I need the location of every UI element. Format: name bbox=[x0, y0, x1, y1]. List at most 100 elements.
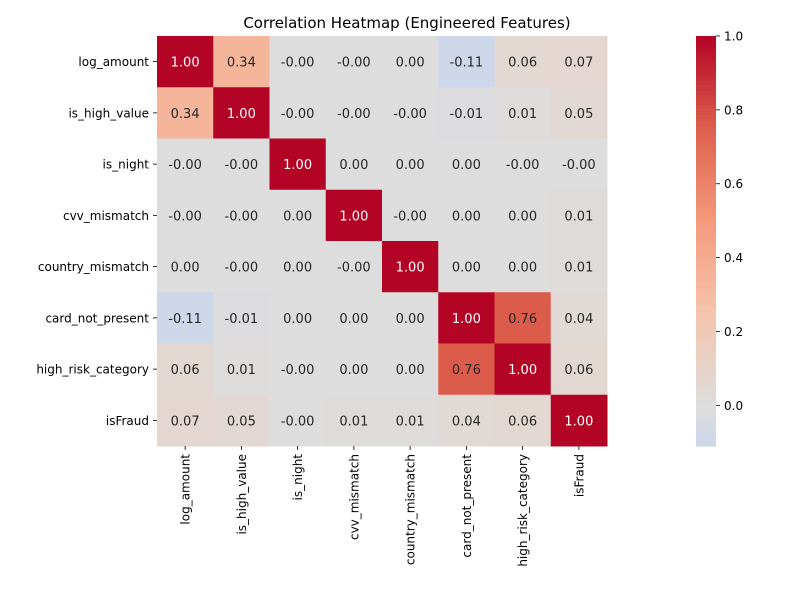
colorbar-segment bbox=[696, 384, 716, 389]
heatmap-cell bbox=[550, 343, 608, 396]
colorbar-segment bbox=[696, 162, 716, 167]
heatmap-cell bbox=[438, 292, 495, 344]
heatmap-cell bbox=[550, 36, 608, 88]
colorbar-segment bbox=[696, 439, 716, 444]
cell-label: -0.00 bbox=[393, 209, 427, 224]
colorbar-segment bbox=[696, 305, 716, 310]
colorbar-segment bbox=[696, 370, 716, 375]
colorbar-segment bbox=[696, 135, 716, 140]
cell-label: 1.00 bbox=[283, 158, 312, 173]
cell-label: -0.01 bbox=[450, 107, 484, 122]
colorbar-segment bbox=[696, 59, 716, 64]
colorbar-segment bbox=[696, 169, 716, 174]
heatmap-cell bbox=[213, 189, 270, 242]
colorbar-segment bbox=[696, 53, 716, 58]
cell-label: 1.00 bbox=[508, 363, 537, 378]
y-tick-label: card_not_present bbox=[45, 311, 149, 325]
colorbar-segment bbox=[696, 394, 716, 399]
colorbar-segment bbox=[696, 100, 716, 105]
colorbar-segment bbox=[696, 94, 716, 99]
cell-label: -0.00 bbox=[225, 261, 259, 276]
heatmap-cell bbox=[325, 138, 383, 191]
colorbar-tick-label: 0.0 bbox=[724, 399, 743, 413]
colorbar-segment bbox=[696, 107, 716, 112]
colorbar-segment bbox=[696, 329, 716, 334]
colorbar-segment bbox=[696, 118, 716, 123]
cell-label: 1.00 bbox=[396, 261, 425, 276]
cell-label: -0.00 bbox=[337, 56, 371, 71]
colorbar-segment bbox=[696, 217, 716, 222]
cell-label: -0.00 bbox=[506, 158, 540, 173]
colorbar-segment bbox=[696, 374, 716, 379]
chart-title: Correlation Heatmap (Engineered Features… bbox=[243, 14, 570, 32]
heatmap-cell bbox=[269, 36, 327, 88]
heatmap-cell bbox=[213, 292, 270, 344]
heatmap-cell bbox=[494, 292, 552, 344]
colorbar-segment bbox=[696, 353, 716, 358]
colorbar-segment bbox=[696, 357, 716, 362]
heatmap-cell bbox=[438, 138, 495, 191]
heatmap-cell bbox=[269, 394, 327, 447]
colorbar-segment bbox=[696, 56, 716, 61]
cell-label: 0.01 bbox=[339, 414, 368, 429]
cell-label: 0.76 bbox=[508, 312, 537, 327]
colorbar-segment bbox=[696, 268, 716, 273]
colorbar-segment bbox=[696, 295, 716, 300]
colorbar-tick-label: 0.4 bbox=[724, 251, 743, 265]
colorbar-segment bbox=[696, 247, 716, 252]
colorbar-segment bbox=[696, 323, 716, 328]
colorbar-segment bbox=[696, 220, 716, 225]
cell-label: 0.00 bbox=[452, 209, 481, 224]
colorbar-segment bbox=[696, 90, 716, 95]
y-tick-label: country_mismatch bbox=[38, 260, 149, 274]
colorbar-segment bbox=[696, 36, 716, 41]
heatmap-cell bbox=[269, 138, 327, 191]
y-axis: log_amount is_high_value is_night cvv_misma… bbox=[36, 55, 157, 428]
colorbar-segment bbox=[696, 223, 716, 228]
x-axis: log_amount is_high_value is_night cvv_misma… bbox=[179, 446, 586, 567]
cell-label: 0.00 bbox=[339, 363, 368, 378]
colorbar-segment bbox=[696, 333, 716, 338]
cell-label: 0.06 bbox=[508, 56, 537, 71]
colorbar-segment bbox=[696, 104, 716, 109]
cell-label: 0.06 bbox=[564, 363, 593, 378]
colorbar-segment bbox=[696, 189, 716, 194]
heatmap-cell bbox=[157, 189, 214, 242]
colorbar-segment bbox=[696, 213, 716, 218]
colorbar-segment bbox=[696, 234, 716, 239]
heatmap-cell bbox=[382, 36, 439, 88]
heatmap-cell bbox=[550, 138, 608, 191]
x-tick-label: is_night bbox=[291, 454, 305, 501]
colorbar-segment bbox=[696, 179, 716, 184]
heatmap-annotations: 1.00 0.34 -0.00 -0.00 0.00 -0.11 0.06 0.07 0.34 1… bbox=[168, 56, 595, 430]
colorbar-segment bbox=[696, 80, 716, 85]
colorbar-segment bbox=[696, 159, 716, 164]
colorbar-segment bbox=[696, 312, 716, 317]
y-tick-label: is_high_value bbox=[68, 106, 149, 120]
colorbar-segment bbox=[696, 387, 716, 392]
cell-label: 0.76 bbox=[452, 363, 481, 378]
heatmap-cell bbox=[438, 189, 495, 242]
heatmap-cell bbox=[213, 36, 270, 88]
colorbar-segment bbox=[696, 432, 716, 437]
x-tick-label: cvv_mismatch bbox=[347, 454, 361, 540]
heatmap-cell bbox=[213, 241, 270, 293]
heatmap-cell bbox=[550, 241, 608, 293]
colorbar-segment bbox=[696, 282, 716, 287]
heatmap-cell bbox=[438, 87, 495, 139]
colorbar-segment bbox=[696, 87, 716, 92]
colorbar-segment bbox=[696, 254, 716, 259]
cell-label: 1.00 bbox=[452, 312, 481, 327]
colorbar-segment bbox=[696, 391, 716, 396]
cell-label: -0.00 bbox=[281, 363, 315, 378]
x-tick-label: country_mismatch bbox=[404, 454, 418, 565]
heatmap-cell bbox=[269, 87, 327, 139]
cell-label: -0.00 bbox=[225, 209, 259, 224]
heatmap-cell bbox=[269, 189, 327, 242]
colorbar-segment bbox=[696, 364, 716, 369]
colorbar-segment bbox=[696, 128, 716, 133]
heatmap-cell bbox=[494, 36, 552, 88]
colorbar-segment bbox=[696, 350, 716, 355]
colorbar-segment bbox=[696, 428, 716, 433]
